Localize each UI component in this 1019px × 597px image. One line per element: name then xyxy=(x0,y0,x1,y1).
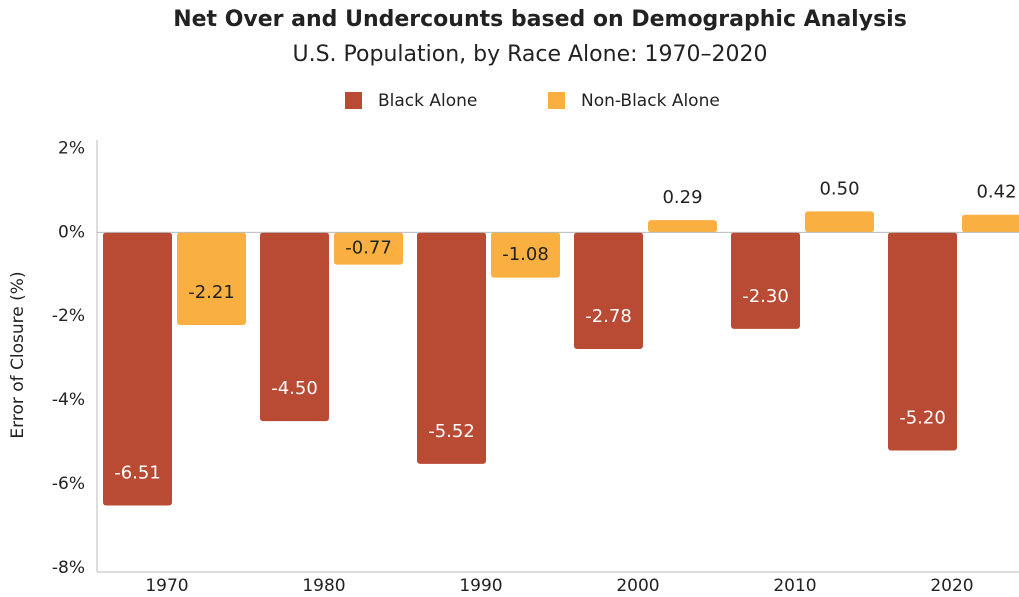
chart-subtitle: U.S. Population, by Race Alone: 1970–202… xyxy=(293,42,768,67)
bar xyxy=(417,232,486,464)
value-label: -5.20 xyxy=(899,408,946,429)
value-label: 0.50 xyxy=(819,178,859,199)
x-tick-label: 2020 xyxy=(930,576,973,596)
legend-label: Non-Black Alone xyxy=(581,91,720,111)
y-tick-label: -8% xyxy=(52,558,85,578)
value-label: -2.30 xyxy=(742,286,789,307)
chart-title: Net Over and Undercounts based on Demogr… xyxy=(173,7,907,32)
legend-label: Black Alone xyxy=(378,91,477,111)
legend-swatch xyxy=(548,92,565,109)
value-label: -1.08 xyxy=(502,244,549,265)
value-label: -5.52 xyxy=(428,421,475,442)
x-tick-label: 1990 xyxy=(459,576,502,596)
bar xyxy=(731,232,800,329)
legend-swatch xyxy=(345,92,362,109)
x-tick-label: 2000 xyxy=(616,576,659,596)
bar xyxy=(574,232,643,349)
bar xyxy=(177,232,246,326)
y-axis-label: Error of Closure (%) xyxy=(8,271,28,438)
value-label: -2.78 xyxy=(585,306,632,327)
bar xyxy=(648,220,717,233)
bar xyxy=(334,232,403,265)
bar xyxy=(888,232,957,451)
x-tick-label: 2010 xyxy=(773,576,816,596)
y-tick-label: -4% xyxy=(52,390,85,410)
value-label: 0.42 xyxy=(976,182,1016,203)
y-tick-label: -6% xyxy=(52,474,85,494)
y-tick-label: 2% xyxy=(58,138,85,158)
x-tick-label: 1970 xyxy=(145,576,188,596)
value-label: -0.77 xyxy=(345,237,392,258)
bar xyxy=(962,214,1019,233)
bar xyxy=(260,232,329,422)
y-tick-label: 0% xyxy=(58,222,85,242)
value-label: -4.50 xyxy=(271,378,318,399)
bar xyxy=(103,232,172,506)
value-label: 0.29 xyxy=(662,187,702,208)
bar xyxy=(491,232,560,278)
y-tick-label: -2% xyxy=(52,306,85,326)
value-label: -2.21 xyxy=(188,282,235,303)
x-tick-label: 1980 xyxy=(302,576,345,596)
bar xyxy=(805,211,874,233)
value-label: -6.51 xyxy=(114,462,161,483)
